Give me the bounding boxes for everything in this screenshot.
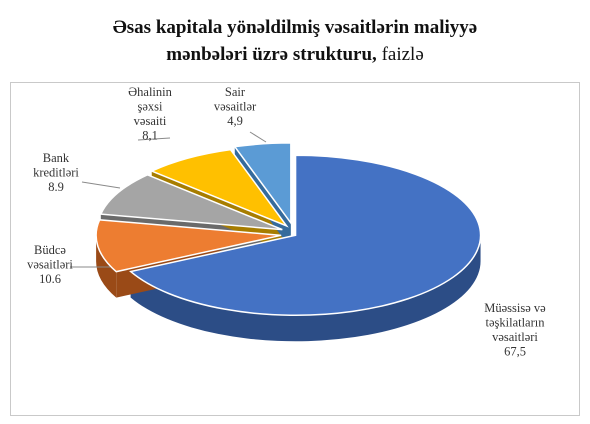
slice-value-label: 8,1	[142, 129, 158, 143]
chart-title-line1: Əsas kapitala yönəldilmiş vəsaitlərin ma…	[112, 17, 478, 38]
slice-wall	[130, 235, 481, 342]
slice-name-label: şəxsi	[138, 100, 164, 114]
pie-tops	[95, 142, 482, 317]
slice-name-label: vəsaitləri	[492, 330, 538, 344]
slice-name-label: Sair	[225, 85, 246, 99]
chart-title: Əsas kapitala yönəldilmiş vəsaitlərin ma…	[0, 14, 590, 68]
pie-chart: Müəssisə və təşkilatların vəsaitləri 67,5Bü…	[27, 85, 546, 359]
slice-value-label: 67,5	[504, 345, 526, 359]
slice-name-label: Müəssisə və	[484, 301, 546, 315]
slice-value-label: 8.9	[48, 180, 64, 194]
slice-label: Sair vəsaitlər 4,9	[214, 85, 257, 128]
slice-value-label: 4,9	[227, 114, 243, 128]
slice-name-label: vəsaitlər	[214, 100, 257, 114]
chart-title-line2-rest: faizlə	[376, 44, 424, 65]
pie-slice	[95, 219, 282, 273]
pie-slice	[99, 174, 283, 231]
slice-name-label: Əhalinin	[128, 85, 172, 99]
slice-name-label: Büdcə	[34, 243, 66, 257]
leader-line	[249, 131, 267, 143]
pie-slice	[233, 142, 292, 226]
slice-name-label: kreditləri	[33, 166, 79, 180]
leader-lines	[70, 131, 267, 268]
leader-line	[137, 137, 171, 141]
slice-name-label: təşkilatların	[485, 316, 545, 330]
pie-slice	[149, 148, 289, 228]
slice-label: Büdcə vəsaitləri 10.6	[27, 243, 73, 286]
chart-title-line2: mənbələri üzrə strukturu, faizlə	[0, 41, 590, 68]
slice-name-label: Bank	[43, 151, 70, 165]
slice-name-label: vəsaiti	[134, 114, 167, 128]
slice-name-label: vəsaitləri	[27, 258, 73, 272]
slice-value-label: 10.6	[39, 272, 61, 286]
leader-line	[81, 181, 121, 189]
slice-label: Müəssisə və təşkilatların vəsaitləri 67,5	[484, 301, 546, 359]
chart-title-line2-bold: mənbələri üzrə strukturu,	[166, 44, 377, 65]
slice-label: Bank kreditləri 8.9	[33, 151, 79, 194]
pie-slice	[129, 154, 482, 317]
slice-wall	[96, 235, 117, 298]
slice-label: Əhalinin şəxsi vəsaiti 8,1	[128, 85, 172, 143]
slice-labels: Müəssisə və təşkilatların vəsaitləri 67,5Bü…	[27, 85, 546, 359]
